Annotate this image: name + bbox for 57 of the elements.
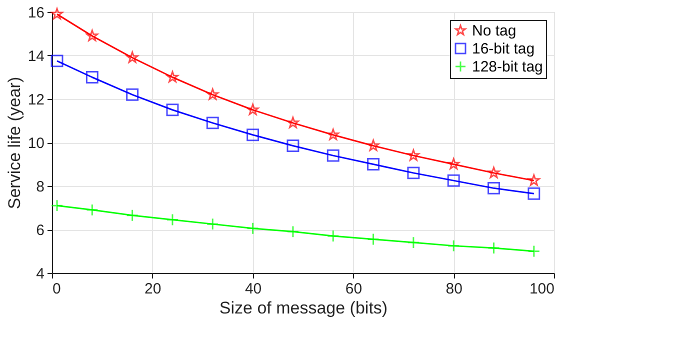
point xyxy=(528,245,540,258)
point xyxy=(488,166,500,178)
point xyxy=(50,199,64,212)
y-tick-label: 8 xyxy=(36,178,44,196)
point xyxy=(407,166,420,180)
point xyxy=(166,71,178,82)
y-tick-label: 16 xyxy=(28,4,44,22)
point xyxy=(286,140,300,152)
point xyxy=(50,54,64,68)
y-axis-title: Service life (year) xyxy=(4,76,24,210)
y-tick-label: 14 xyxy=(28,48,44,65)
point xyxy=(448,158,460,170)
point xyxy=(367,158,380,170)
point xyxy=(447,174,460,187)
point xyxy=(246,128,260,142)
x-tick-label: 0 xyxy=(52,280,61,298)
legend-label: 16-bit tag xyxy=(472,40,535,58)
y-tick-label: 12 xyxy=(28,92,44,108)
point xyxy=(367,233,380,246)
x-tick-label: 80 xyxy=(446,280,462,298)
point xyxy=(86,71,98,84)
point xyxy=(367,140,380,151)
point xyxy=(126,209,139,222)
y-tick-label: 4 xyxy=(36,266,44,282)
point xyxy=(206,218,219,230)
point xyxy=(51,8,63,20)
x-tick-label: 20 xyxy=(144,280,162,298)
point xyxy=(126,88,139,101)
point xyxy=(407,236,420,249)
point xyxy=(246,104,259,116)
point xyxy=(206,116,219,130)
point xyxy=(528,187,540,200)
point xyxy=(287,116,299,128)
point xyxy=(206,88,219,100)
point xyxy=(166,104,179,116)
legend-label: No tag xyxy=(472,22,516,40)
point xyxy=(407,149,420,161)
x-tick-label: 40 xyxy=(244,280,262,298)
point xyxy=(126,51,138,63)
point xyxy=(86,30,98,42)
y-tick-label: 10 xyxy=(28,135,44,152)
point xyxy=(326,149,340,162)
point xyxy=(488,182,500,194)
point xyxy=(166,213,179,226)
x-tick-label: 60 xyxy=(345,280,362,298)
point xyxy=(447,240,460,252)
point xyxy=(327,128,340,140)
y-tick-label: 6 xyxy=(36,222,44,239)
x-axis-title: Size of message (bits) xyxy=(219,298,388,318)
point xyxy=(86,204,98,216)
x-tick-label: 100 xyxy=(529,280,554,298)
point xyxy=(286,225,300,238)
legend-label: 128-bit tag xyxy=(472,58,543,76)
point xyxy=(528,174,540,186)
point xyxy=(246,222,260,235)
point xyxy=(488,242,500,254)
point xyxy=(326,230,340,242)
